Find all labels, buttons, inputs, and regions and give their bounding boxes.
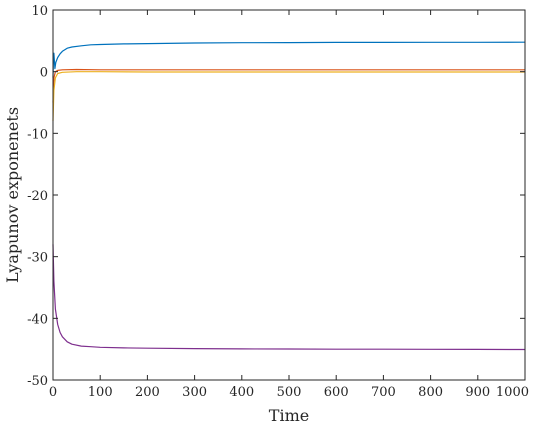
x-tick-label: 800	[418, 385, 443, 400]
y-axis-label: Lyapunov exponenets	[3, 107, 22, 283]
x-tick-label: 100	[88, 385, 113, 400]
x-tick-label: 200	[135, 385, 160, 400]
y-tick-label: 10	[31, 4, 48, 19]
series-line-3	[52, 71, 525, 122]
y-tick-label: -20	[27, 189, 48, 204]
x-tick-label: 300	[182, 385, 207, 400]
x-tick-label: 600	[324, 385, 349, 400]
x-tick-label: 1000	[496, 385, 529, 400]
axes-frame	[52, 9, 526, 381]
x-tick-label: 0	[49, 385, 57, 400]
series-line-4	[52, 244, 526, 351]
y-axis-ticks: 10 0 -10 -20 -30 -40 -50	[27, 4, 525, 389]
y-tick-label: -40	[27, 312, 48, 327]
x-tick-label: 900	[465, 385, 490, 400]
series-layer	[52, 41, 526, 351]
x-tick-label: 500	[277, 385, 302, 400]
y-tick-label: 0	[40, 66, 48, 81]
y-tick-label: -50	[27, 374, 48, 389]
series-line-1	[52, 41, 526, 78]
x-axis-label: Time	[269, 406, 309, 425]
x-tick-label: 400	[229, 385, 254, 400]
x-tick-label: 700	[371, 385, 396, 400]
x-axis-ticks: 0 100 200 300 400 500 600 700 800 900 1000	[49, 10, 529, 400]
y-tick-label: -10	[27, 127, 48, 142]
y-tick-label: -30	[27, 251, 48, 266]
series-line-2	[52, 68, 525, 103]
